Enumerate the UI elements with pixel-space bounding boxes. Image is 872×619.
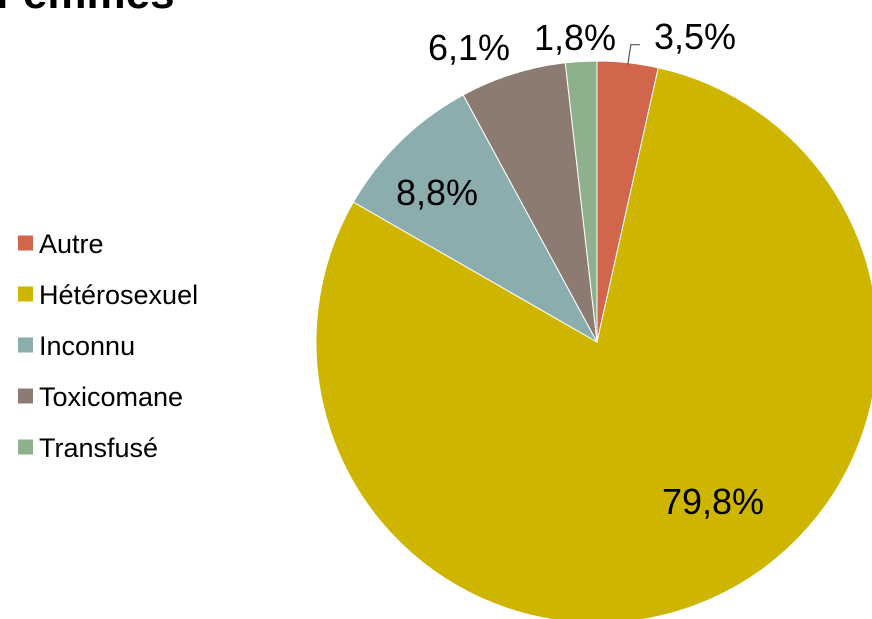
legend-label-inconnu: Inconnu (39, 331, 135, 361)
data-labels: 3,5% 79,8% 8,8% 6,1% 1,8% (396, 16, 764, 522)
data-label-toxicomane: 6,1% (428, 27, 510, 68)
data-label-heterosexuel: 79,8% (662, 481, 764, 522)
data-label-transfuse: 1,8% (534, 17, 616, 58)
legend-swatch-inconnu (18, 337, 33, 353)
legend-label-autre: Autre (39, 229, 104, 259)
chart-title: Femmes (0, 0, 175, 18)
data-label-autre: 3,5% (654, 16, 736, 57)
pie-slices (315, 60, 872, 619)
leader-line-autre (627, 44, 640, 65)
legend-swatch-toxicomane (18, 388, 33, 404)
legend-swatch-transfuse (18, 439, 33, 455)
pie-slice-heterosexuel (315, 67, 872, 619)
legend-label-heterosexuel: Hétérosexuel (39, 280, 198, 310)
legend-label-transfuse: Transfusé (39, 433, 158, 463)
legend: Autre Hétérosexuel Inconnu Toxicomane Transf… (18, 229, 198, 463)
legend-swatch-heterosexuel (18, 286, 33, 302)
data-label-inconnu: 8,8% (396, 172, 478, 213)
pie-slice-inconnu (352, 94, 599, 344)
legend-label-toxicomane: Toxicomane (39, 382, 183, 412)
pie-slice-transfuse (564, 60, 598, 343)
legend-swatch-autre (18, 235, 33, 251)
leader-lines (627, 44, 640, 65)
